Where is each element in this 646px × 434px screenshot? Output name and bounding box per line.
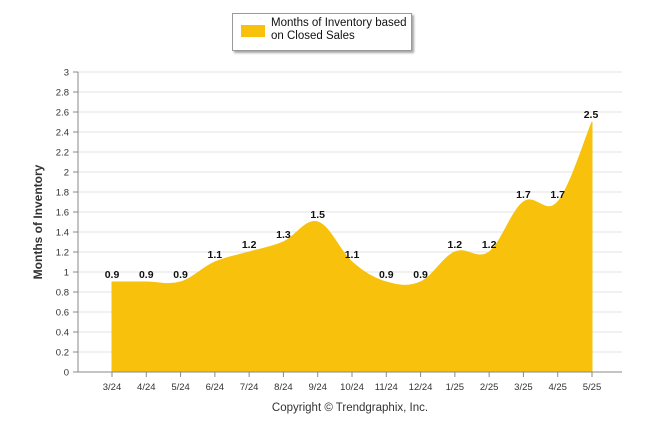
x-tick-label: 1/25 [446,382,465,393]
inventory-area-series [111,121,593,373]
y-tick-label: 2.8 [56,88,69,99]
data-label: 0.9 [413,269,428,281]
data-label: 1.7 [516,189,531,201]
x-tick-label: 2/25 [480,382,499,393]
data-label: 1.5 [310,209,325,221]
y-tick-label: 0.6 [56,308,69,319]
data-label: 2.5 [584,109,599,121]
y-tick-label: 2.2 [56,148,69,159]
x-tick-label: 11/24 [375,382,398,393]
y-tick-label: 2.6 [56,108,69,119]
x-tick-label: 8/24 [274,382,293,393]
y-tick-label: 2 [64,168,69,179]
x-tick-label: 5/24 [171,382,190,393]
y-tick-label: 0.2 [56,348,69,359]
data-label: 1.1 [345,249,360,261]
data-label: 1.1 [208,249,223,261]
data-label: 1.3 [276,229,291,241]
data-label: 1.2 [242,239,257,251]
y-tick-label: 1.6 [56,208,69,219]
y-tick-label: 0.8 [56,288,69,299]
x-tick-label: 9/24 [308,382,327,393]
y-tick-label: 0 [64,368,69,379]
legend-label: Months of Inventory based on Closed Sale… [271,17,407,42]
data-label: 1.7 [550,189,565,201]
data-labels: 0.9 0.9 0.9 1.1 1.2 1.3 1.5 1.1 0.9 0.9 1.2 1.2 1.7 1… [105,109,599,281]
y-tick-label: 1 [64,268,69,279]
copyright-text: Copyright © Trendgraphix, Inc. [271,402,429,414]
data-label: 0.9 [105,269,120,281]
x-tick-label: 4/24 [137,382,156,393]
y-tick-label: 0.4 [56,328,69,339]
x-axis: 3/24 4/24 5/24 6/24 7/24 8/24 9/24 10/24 11/24 12… [78,371,622,393]
data-label: 0.9 [139,269,154,281]
x-tick-label: 7/24 [240,382,259,393]
legend: Months of Inventory based on Closed Sale… [232,13,412,51]
x-tick-label: 3/25 [514,382,533,393]
data-label: 0.9 [379,269,394,281]
x-tick-label: 12/24 [409,382,433,393]
data-label: 0.9 [173,269,188,281]
x-tick-label: 4/25 [548,382,567,393]
y-tick-label: 1.8 [56,188,69,199]
legend-swatch [241,25,265,37]
y-tick-label: 1.2 [56,248,69,259]
y-tick-label: 2.4 [56,128,69,139]
y-tick-label: 1.4 [56,228,69,239]
y-axis-title: Months of Inventory [31,164,45,280]
y-tick-label: 3 [64,68,69,79]
x-tick-label: 10/24 [340,382,364,393]
data-label: 1.2 [482,239,497,251]
x-tick-label: 5/25 [583,382,602,393]
x-tick-label: 3/24 [103,382,122,393]
x-tick-label: 6/24 [206,382,225,393]
data-label: 1.2 [448,239,463,251]
y-axis-ticks: 0 0.2 0.4 0.6 0.8 1 1.2 1.4 1.6 1.8 2 2.2 2.4 2.6 2.8 3 [56,68,79,379]
